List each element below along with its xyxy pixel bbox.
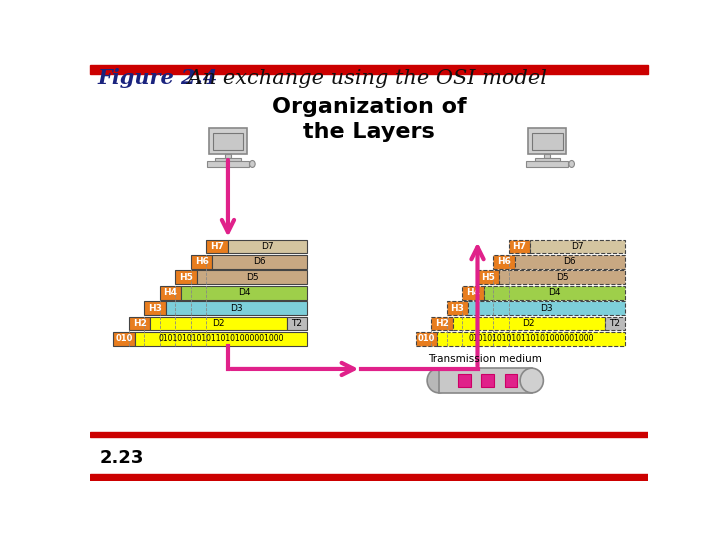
Text: D4: D4 (238, 288, 251, 297)
Text: Transmission medium: Transmission medium (428, 354, 542, 363)
Bar (431, 316, 453, 330)
Text: D2: D2 (212, 319, 225, 328)
Text: H3: H3 (451, 303, 464, 313)
Bar (446, 301, 468, 315)
Bar (228, 240, 307, 253)
Bar (166, 301, 307, 315)
Text: T2: T2 (609, 319, 620, 328)
Bar (482, 374, 494, 387)
Text: D3: D3 (540, 303, 553, 313)
Text: D2: D2 (523, 319, 535, 328)
Text: D5: D5 (556, 273, 568, 282)
Bar (493, 255, 515, 269)
Text: 010: 010 (418, 334, 435, 343)
Bar (535, 158, 560, 160)
Text: D4: D4 (548, 288, 560, 297)
Bar (181, 286, 307, 300)
Bar (544, 154, 550, 158)
Bar (477, 271, 499, 284)
Text: 01010101010110101000001000: 01010101010110101000001000 (158, 334, 284, 343)
Text: D7: D7 (571, 242, 584, 251)
Bar (605, 316, 625, 330)
Text: D6: D6 (253, 258, 266, 266)
Bar (90, 432, 648, 437)
Text: H7: H7 (513, 242, 526, 251)
Bar (191, 255, 212, 269)
Bar (468, 301, 625, 315)
Bar (215, 158, 240, 160)
Text: H3: H3 (148, 303, 162, 313)
Bar (207, 161, 249, 167)
Ellipse shape (520, 368, 544, 393)
Text: 2.23: 2.23 (99, 449, 144, 467)
Text: 01010101010110101000001000: 01010101010110101000001000 (468, 334, 594, 343)
Bar (135, 332, 307, 346)
Text: T2: T2 (292, 319, 302, 328)
Bar (462, 286, 484, 300)
Text: H6: H6 (194, 258, 209, 266)
Bar (212, 133, 243, 150)
Bar (150, 316, 287, 330)
Text: H2: H2 (435, 319, 449, 328)
Bar (458, 374, 471, 387)
Text: D5: D5 (246, 273, 258, 282)
Bar (415, 332, 437, 346)
Text: H7: H7 (210, 242, 224, 251)
Ellipse shape (250, 160, 255, 167)
Text: An exchange using the OSI model: An exchange using the OSI model (181, 69, 547, 88)
Text: D3: D3 (230, 303, 243, 313)
Text: H2: H2 (132, 319, 147, 328)
Bar (197, 271, 307, 284)
Text: 010: 010 (115, 334, 132, 343)
Text: D7: D7 (261, 242, 274, 251)
Bar (530, 240, 625, 253)
Bar (206, 240, 228, 253)
Bar (212, 255, 307, 269)
Bar (225, 154, 230, 158)
Bar (90, 65, 648, 74)
Text: H4: H4 (163, 288, 178, 297)
Bar (515, 255, 625, 269)
Bar (113, 332, 135, 346)
Bar (144, 301, 166, 315)
Text: D6: D6 (564, 258, 576, 266)
Text: H4: H4 (466, 288, 480, 297)
Bar (508, 240, 530, 253)
Bar (209, 128, 247, 154)
Bar (499, 271, 625, 284)
Bar (484, 286, 625, 300)
Bar (287, 316, 307, 330)
Ellipse shape (569, 160, 575, 167)
Bar (90, 475, 648, 481)
Bar (438, 368, 532, 393)
Bar (160, 286, 181, 300)
Text: H5: H5 (179, 273, 193, 282)
Ellipse shape (427, 368, 451, 393)
Bar (453, 316, 605, 330)
Text: Figure 2.4: Figure 2.4 (98, 68, 218, 88)
Bar (505, 374, 517, 387)
Bar (528, 128, 567, 154)
Bar (437, 332, 625, 346)
Text: H5: H5 (482, 273, 495, 282)
Text: Organization of
the Layers: Organization of the Layers (271, 97, 467, 142)
Bar (129, 316, 150, 330)
Bar (532, 133, 562, 150)
Bar (175, 271, 197, 284)
Bar (526, 161, 568, 167)
Text: H6: H6 (497, 258, 510, 266)
